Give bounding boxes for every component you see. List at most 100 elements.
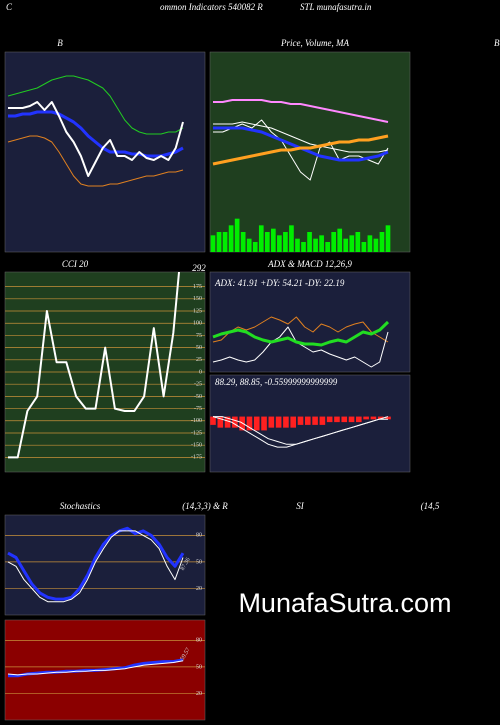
- y-tick-label: -50: [194, 394, 202, 400]
- bar: [385, 225, 391, 252]
- bar: [356, 416, 362, 423]
- panel-title: B: [57, 38, 63, 48]
- bar: [355, 232, 361, 252]
- bar: [334, 416, 340, 423]
- panel-title: Price, Volume, MA: [280, 38, 349, 48]
- y-tick-label: 0: [199, 369, 202, 375]
- plot-area: [5, 640, 205, 694]
- plot-area: [212, 316, 390, 368]
- bar: [341, 416, 348, 423]
- indicator-line: [7, 530, 184, 603]
- bar: [264, 232, 270, 252]
- y-tick-label: 150: [193, 296, 202, 302]
- bar: [367, 235, 373, 252]
- bar: [363, 416, 369, 420]
- bar: [349, 235, 355, 252]
- bar: [275, 416, 282, 428]
- indicator-line: [213, 119, 389, 181]
- y-tick-label: -150: [191, 443, 202, 449]
- header-text: B: [494, 38, 500, 48]
- bar: [234, 218, 240, 252]
- panel-title: SI: [296, 501, 305, 511]
- indicator-line: [7, 75, 184, 135]
- bar: [217, 416, 224, 428]
- bar: [283, 232, 288, 252]
- y-tick-label: 100: [193, 321, 202, 327]
- panel-subtitle: (14,3,3) & R: [182, 501, 228, 511]
- bar: [240, 232, 246, 252]
- bar: [297, 416, 304, 425]
- bar: [210, 416, 216, 425]
- y-tick-label: 80: [196, 533, 202, 539]
- panel-subtitle: (14,5: [421, 501, 440, 511]
- annotation: ADX: 41.91 +DY: 54.21 -DY: 22.19: [214, 278, 345, 288]
- panel: [4, 514, 206, 616]
- y-tick-label: -75: [194, 406, 202, 412]
- y-tick-label: 20: [196, 586, 202, 592]
- plot-area: [210, 99, 391, 252]
- plot-area: [5, 526, 205, 603]
- bar: [337, 228, 343, 252]
- y-tick-label: 80: [196, 638, 202, 644]
- bar: [271, 228, 276, 252]
- bar: [319, 235, 324, 252]
- watermark: MunafaSutra.com: [238, 588, 451, 618]
- y-tick-label: 175: [193, 284, 202, 290]
- bar: [313, 238, 318, 252]
- bar: [312, 416, 318, 425]
- indicator-line: [7, 660, 184, 676]
- bar: [268, 416, 275, 428]
- panel: [209, 271, 411, 373]
- bar: [325, 242, 330, 252]
- bar: [361, 242, 367, 252]
- bar: [301, 242, 306, 252]
- bar: [319, 416, 326, 425]
- indicator-line: [8, 110, 184, 158]
- indicator-line: [212, 316, 389, 343]
- bar: [290, 416, 297, 428]
- plot-area: [7, 75, 184, 187]
- bar: [210, 235, 216, 252]
- bar: [377, 416, 384, 420]
- indicator-line: [212, 134, 389, 166]
- bar: [216, 232, 222, 252]
- y-tick-label: -100: [191, 418, 202, 424]
- bar: [331, 232, 337, 252]
- value-label: 292: [192, 263, 206, 273]
- plot-area: [5, 272, 205, 459]
- indicator-line: [7, 526, 185, 601]
- y-tick-label: -175: [191, 455, 202, 461]
- bar: [246, 238, 252, 252]
- bar: [224, 416, 231, 428]
- bar: [261, 416, 267, 431]
- bar: [385, 416, 391, 420]
- y-tick-label: 50: [196, 664, 202, 670]
- bar: [304, 416, 311, 425]
- annotation: 59.57: [180, 647, 192, 662]
- plot-area: [210, 416, 391, 448]
- indicator-line: [213, 99, 389, 123]
- y-tick-label: -125: [191, 430, 202, 436]
- indicator-line: [213, 416, 388, 445]
- bar: [253, 416, 260, 431]
- y-tick-label: 25: [196, 357, 202, 363]
- bar: [348, 416, 355, 423]
- indicator-line: [8, 272, 181, 459]
- header-text: STL munafasutra.in: [300, 2, 372, 12]
- bar: [228, 225, 234, 252]
- bar: [277, 235, 282, 252]
- bar: [370, 416, 377, 420]
- y-tick-label: 20: [196, 691, 202, 697]
- bar: [373, 238, 379, 252]
- bar: [232, 416, 238, 428]
- bar: [379, 232, 385, 252]
- bar: [326, 416, 333, 423]
- y-tick-label: 50: [196, 559, 202, 565]
- bar: [283, 416, 289, 428]
- annotation: 88.29, 88.85, -0.55999999999999: [215, 377, 338, 387]
- indicator-line: [212, 320, 390, 347]
- bar: [222, 232, 228, 252]
- y-tick-label: -25: [194, 382, 202, 388]
- bar: [258, 225, 264, 252]
